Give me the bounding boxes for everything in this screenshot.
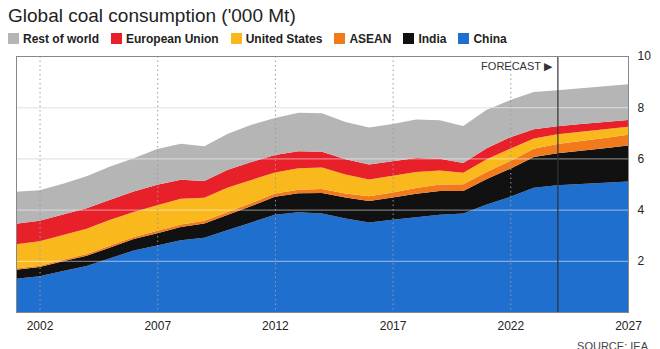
svg-text:2007: 2007 [144, 319, 171, 333]
html-text:ASEAN: ASEAN [349, 32, 392, 46]
html-text:European Union: European Union [126, 32, 219, 46]
svg-text:FORECAST ▶: FORECAST ▶ [481, 60, 553, 72]
svg-text:2: 2 [638, 254, 645, 268]
svg-text:8: 8 [638, 101, 645, 115]
html-text:Rest of world: Rest of world [23, 32, 99, 46]
html-text:China: China [473, 32, 507, 46]
svg-text:6: 6 [638, 152, 645, 166]
svg-text:2017: 2017 [380, 319, 407, 333]
svg-text:2027: 2027 [615, 319, 642, 333]
html-text:India: India [418, 32, 447, 46]
svg-text:2012: 2012 [262, 319, 289, 333]
html-text:Global coal consumption ('000: Global coal consumption ('000 Mt) [8, 5, 296, 26]
html-text:United States: United States [245, 32, 323, 46]
svg-text:10: 10 [638, 49, 652, 63]
svg-text:4: 4 [638, 203, 645, 217]
svg-text:2022: 2022 [497, 319, 524, 333]
svg-text:2002: 2002 [27, 319, 54, 333]
